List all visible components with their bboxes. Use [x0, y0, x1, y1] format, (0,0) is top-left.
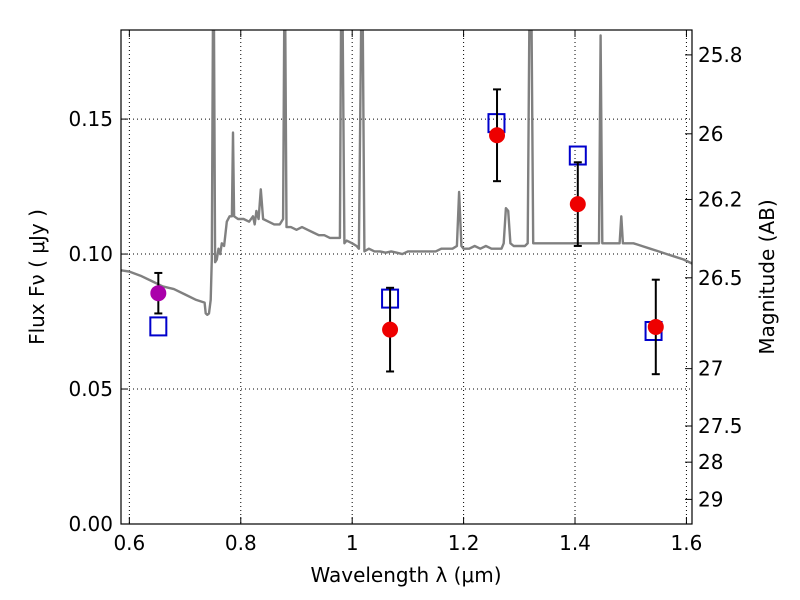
data-point: [382, 321, 399, 338]
data-point: [569, 196, 586, 213]
grid-lines: [121, 30, 692, 525]
x-tick-label: 1: [346, 531, 359, 555]
data-point: [647, 318, 664, 335]
mag-tick-label: 26: [698, 122, 723, 146]
x-tick-label: 1.4: [559, 531, 591, 555]
y-tick-label: 0.05: [68, 377, 113, 401]
mag-tick-label: 25.8: [698, 43, 743, 67]
mag-tick-label: 28: [698, 450, 723, 474]
spectrum-line: [121, 30, 692, 316]
y-tick-label: 0.00: [68, 512, 113, 536]
mag-tick-label: 27.5: [698, 414, 743, 438]
model-square-marker: [149, 316, 168, 337]
x-tick-label: 1.2: [448, 531, 480, 555]
axis-ticks: 0.6 0.8 1 1.2 1.4 1.6 0.00 0.05 0.10 0.15 25.8 26 26…: [68, 30, 743, 555]
mag-tick-label: 27: [698, 357, 723, 381]
x-tick-label: 0.6: [113, 531, 145, 555]
y-tick-label: 0.15: [68, 107, 113, 131]
x-tick-label: 1.6: [671, 531, 703, 555]
marker-layer: [149, 88, 664, 376]
x-axis-label: Wavelength λ (μm): [310, 563, 501, 587]
mag-tick-label: 29: [698, 487, 723, 511]
x-tick-label: 0.8: [225, 531, 257, 555]
y-tick-label: 0.10: [68, 242, 113, 266]
mag-tick-label: 26.2: [698, 187, 743, 211]
mag-tick-label: 26.5: [698, 266, 743, 290]
right-axis-label: Magnitude (AB): [755, 199, 779, 354]
y-axis-label: Flux Fν ( μJy ): [25, 209, 49, 345]
plot-frame: [120, 29, 693, 525]
spectrum-layer: [121, 30, 692, 316]
data-point: [150, 285, 167, 302]
data-point: [489, 127, 506, 144]
